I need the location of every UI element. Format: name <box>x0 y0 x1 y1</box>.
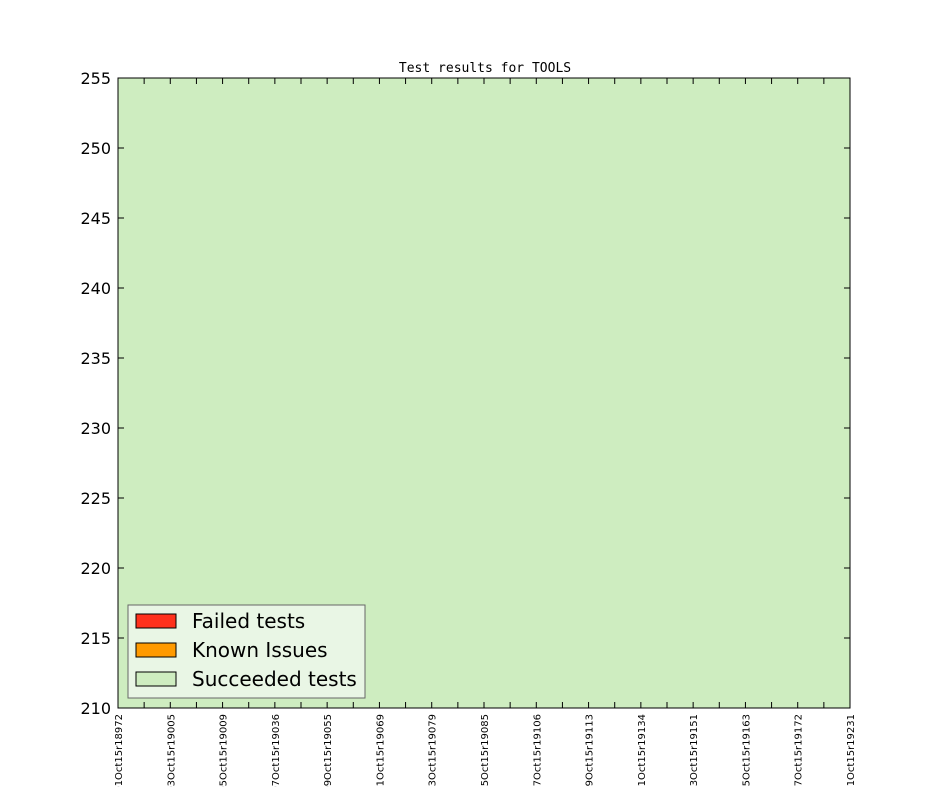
x-tick-label: 17Oct15r19106 <box>532 714 543 787</box>
y-tick-label: 235 <box>80 349 111 368</box>
legend-label-failed-tests: Failed tests <box>192 609 305 633</box>
legend-label-succeeded-tests: Succeeded tests <box>192 667 357 691</box>
legend-swatch-failed-tests <box>135 613 177 629</box>
x-tick-label: 05Oct15r19009 <box>219 714 230 787</box>
y-tick-label: 220 <box>80 559 111 578</box>
legend-swatch-succeeded-tests <box>135 671 177 687</box>
legend-label-known-issues: Known Issues <box>192 638 328 662</box>
x-tick-label: 15Oct15r19085 <box>480 714 491 787</box>
y-tick-label: 230 <box>80 419 111 438</box>
x-tick-label: 21Oct15r19134 <box>637 714 648 787</box>
x-tick-label: 25Oct15r19163 <box>741 714 752 787</box>
x-tick-label: 31Oct15r19231 <box>846 714 857 787</box>
x-tick-label: 07Oct15r19036 <box>271 714 282 787</box>
x-axis: 01Oct15r18972 03Oct15r19005 05Oct15r19009 0… <box>114 78 857 787</box>
x-tick-label: 09Oct15r19055 <box>323 714 334 787</box>
chart-title: Test results for TOOLS <box>399 61 571 76</box>
x-tick-label: 11Oct15r19069 <box>375 714 386 787</box>
y-tick-label: 210 <box>80 699 111 718</box>
area-succeeded-tests <box>118 78 850 708</box>
x-tick-label: 01Oct15r18972 <box>114 714 125 787</box>
y-tick-label: 255 <box>80 69 111 88</box>
y-tick-label: 215 <box>80 629 111 648</box>
y-tick-label: 250 <box>80 139 111 158</box>
y-tick-label: 245 <box>80 209 111 228</box>
legend-swatch-known-issues <box>135 642 177 658</box>
x-tick-label: 13Oct15r19079 <box>428 714 439 787</box>
y-tick-label: 225 <box>80 489 111 508</box>
y-tick-label: 240 <box>80 279 111 298</box>
x-tick-label: 19Oct15r19113 <box>585 714 596 787</box>
x-tick-label: 23Oct15r19151 <box>689 714 700 787</box>
series-areas <box>118 78 850 708</box>
y-axis: 210 215 220 225 230 235 240 245 250 255 <box>80 69 850 718</box>
legend: Failed tests Known Issues Succeeded test… <box>127 604 366 699</box>
x-tick-label: 27Oct15r19172 <box>794 714 805 787</box>
x-tick-label: 03Oct15r19005 <box>166 714 177 787</box>
